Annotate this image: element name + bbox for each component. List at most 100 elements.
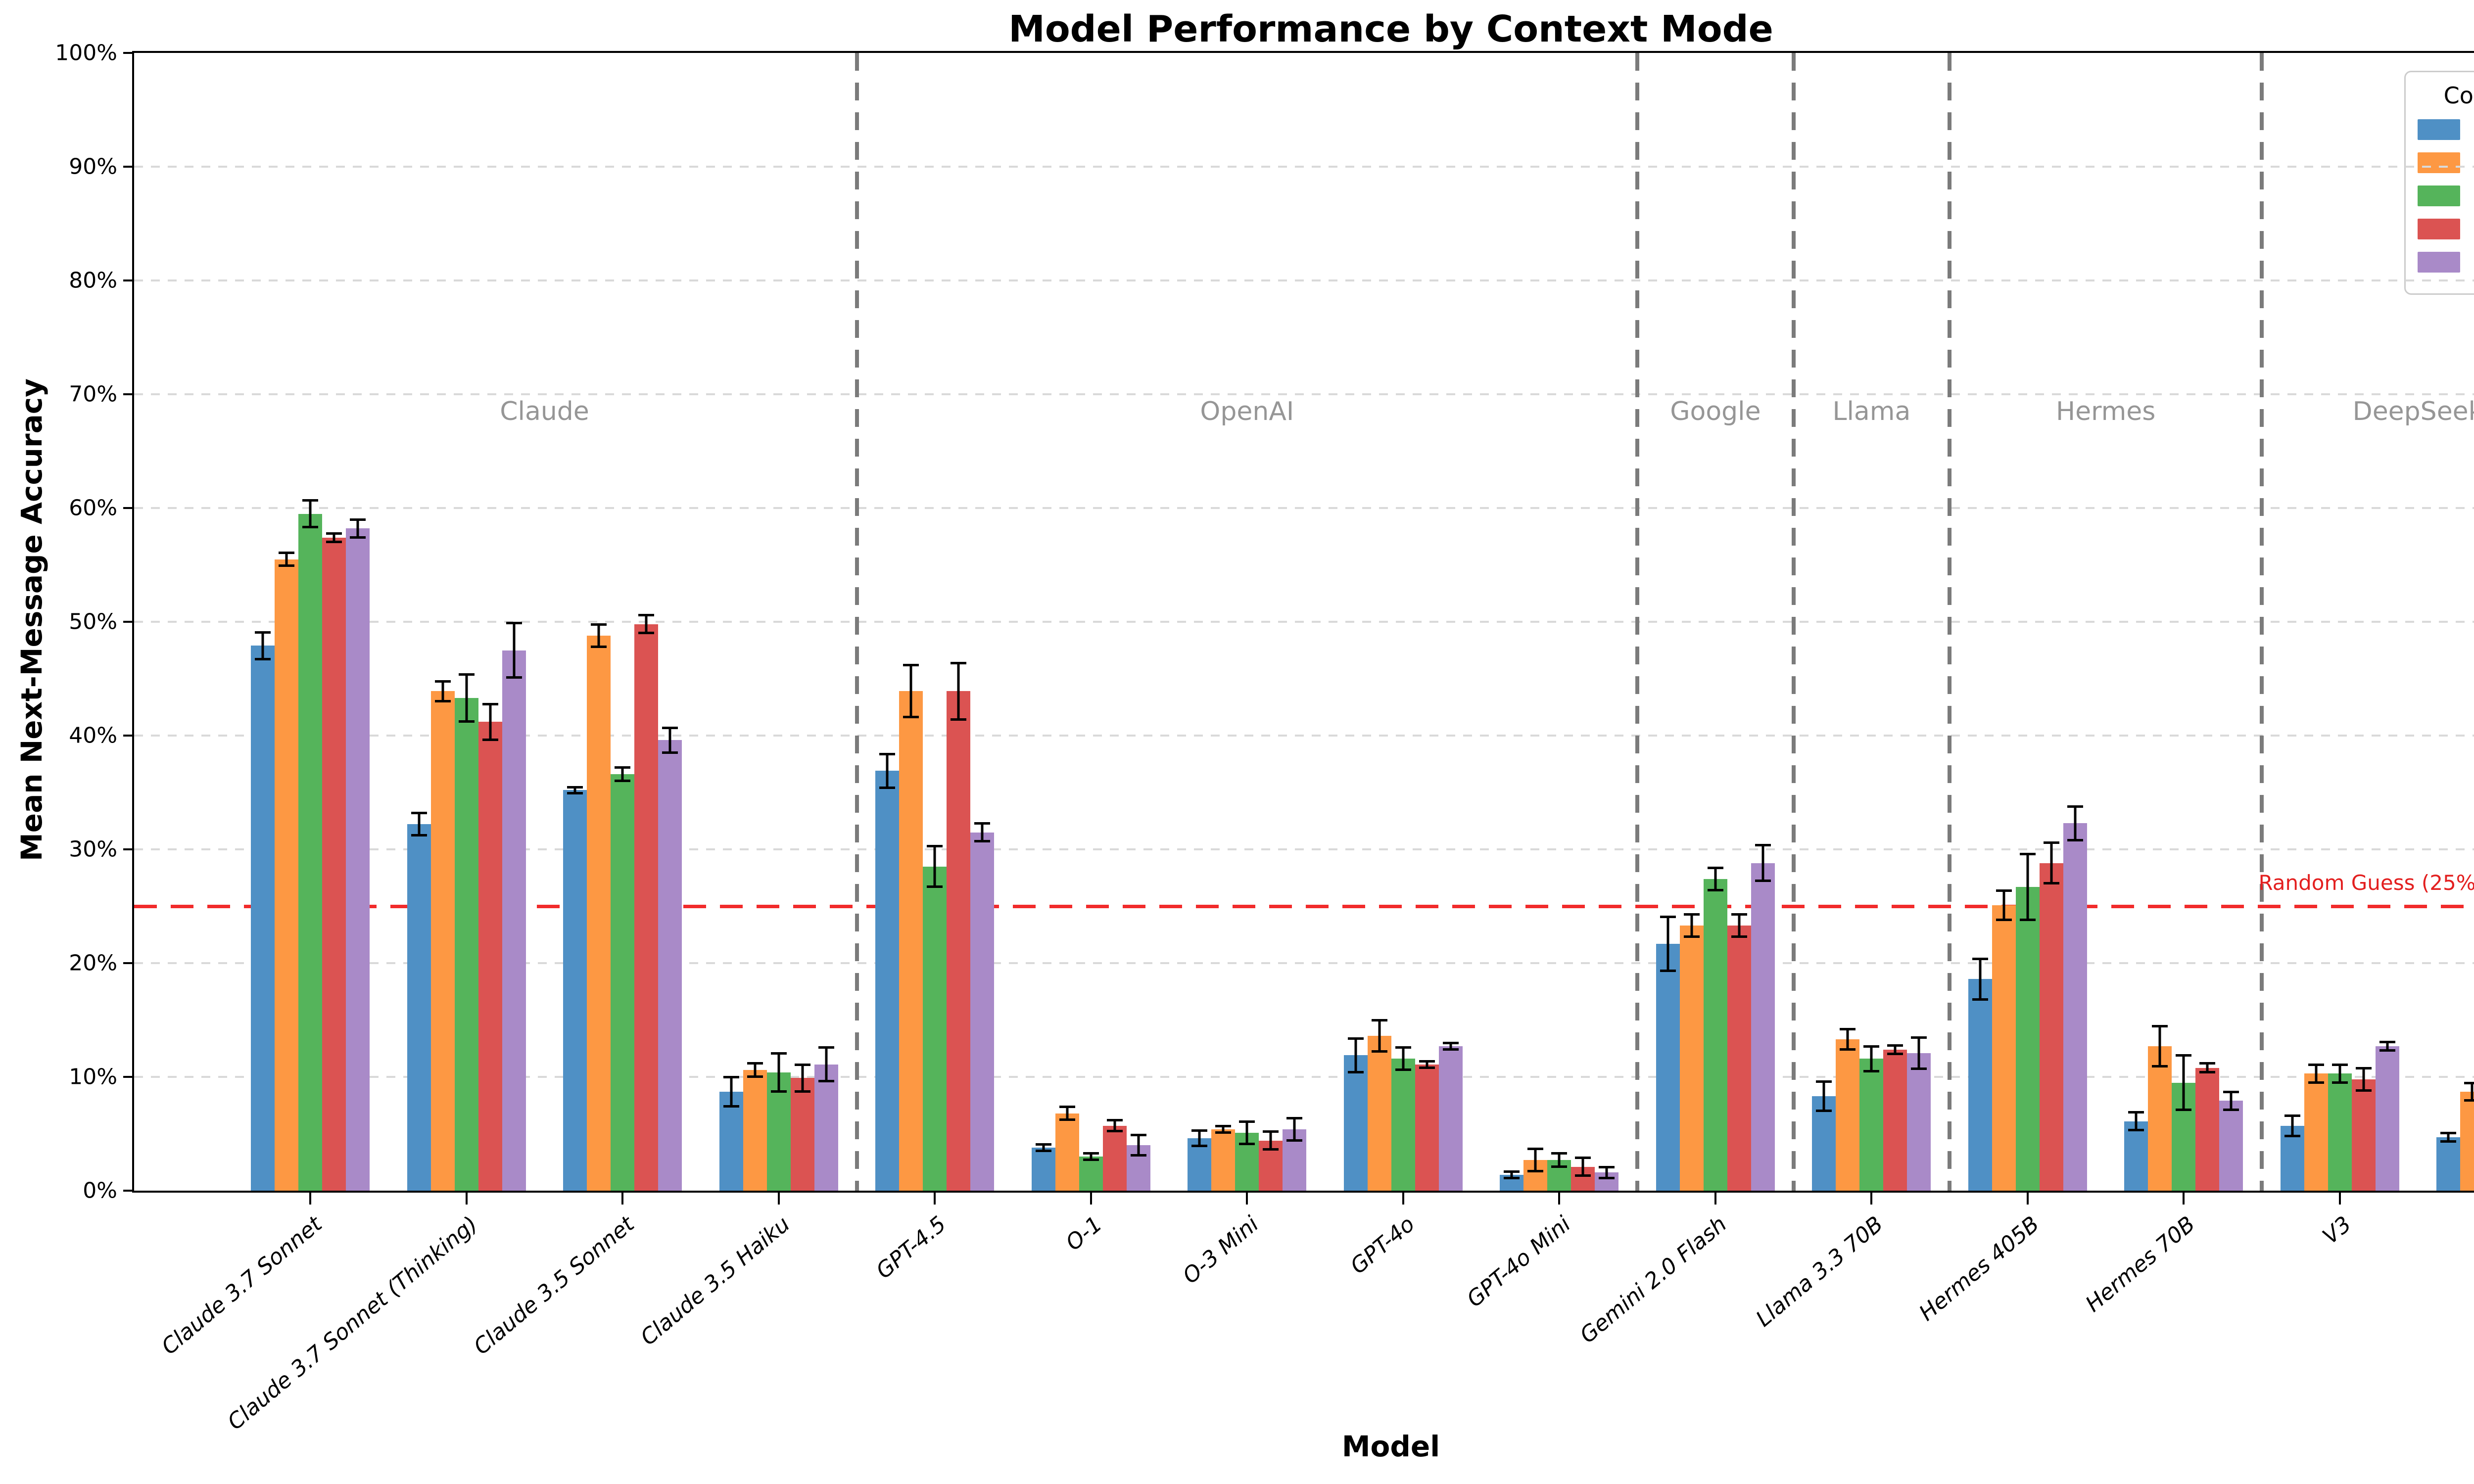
y-axis-tick <box>123 279 134 281</box>
error-bar <box>668 727 671 753</box>
y-tick-label: 30% <box>69 836 117 862</box>
error-bar-cap <box>2019 853 2036 856</box>
error-bar-cap <box>903 716 919 719</box>
section-label: OpenAI <box>1200 397 1294 426</box>
error-bar-cap <box>411 834 427 837</box>
error-bar-cap <box>1286 1139 1303 1142</box>
gridline <box>134 1076 2474 1078</box>
y-axis-tick <box>123 393 134 395</box>
error-bar-cap <box>255 657 271 660</box>
error-bar-cap <box>1371 1050 1387 1053</box>
y-tick-label: 50% <box>69 609 117 635</box>
error-bar <box>1917 1037 1920 1069</box>
error-bar-cap <box>1263 1130 1279 1133</box>
legend-color-swatch <box>2418 152 2461 173</box>
error-bar-cap <box>1083 1152 1099 1155</box>
error-bar-cap <box>1527 1169 1544 1172</box>
x-axis-tick <box>465 1193 468 1205</box>
error-bar-cap <box>1395 1068 1411 1071</box>
x-tick-label: Claude 3.7 Sonnet (Thinking) <box>223 1211 483 1435</box>
error-bar <box>886 753 889 788</box>
error-bar-cap <box>1239 1120 1255 1123</box>
bar <box>899 691 923 1191</box>
bar <box>1656 943 1680 1191</box>
section-label: Google <box>1670 397 1761 426</box>
error-bar <box>489 703 492 741</box>
error-bar <box>1426 1061 1428 1068</box>
legend-item: No Context <box>2418 117 2474 142</box>
x-tick-label: O-3 Mini <box>1178 1211 1264 1289</box>
bar <box>743 1070 767 1191</box>
bar <box>1055 1113 1079 1191</box>
x-axis-tick <box>1870 1193 1873 1205</box>
error-bar-cap <box>1504 1170 1520 1173</box>
x-axis-tick <box>934 1193 936 1205</box>
error-bar-cap <box>1035 1143 1051 1146</box>
x-axis-tick <box>621 1193 624 1205</box>
bar <box>1679 926 1704 1191</box>
y-axis-tick <box>123 1076 134 1078</box>
error-bar-cap <box>2308 1081 2324 1084</box>
error-bar-cap <box>1059 1118 1075 1121</box>
bar <box>2039 863 2063 1191</box>
error-bar-cap <box>2223 1090 2239 1093</box>
vendor-separator <box>1791 53 1796 1191</box>
error-bar-cap <box>2223 1108 2239 1111</box>
error-bar-cap <box>818 1046 834 1049</box>
error-bar-cap <box>1707 888 1723 891</box>
error-bar <box>1714 867 1717 890</box>
error-bar-cap <box>2355 1089 2372 1092</box>
error-bar-cap <box>1972 957 1988 960</box>
y-tick-label: 100% <box>55 40 117 66</box>
error-bar <box>933 846 936 887</box>
error-bar-cap <box>1816 1080 1832 1083</box>
error-bar-cap <box>770 1090 787 1093</box>
x-axis-tick <box>2183 1193 2185 1205</box>
error-bar-cap <box>1887 1044 1903 1047</box>
error-bar-cap <box>1911 1067 1927 1070</box>
error-bar <box>2074 806 2077 840</box>
error-bar-cap <box>1911 1036 1927 1039</box>
error-bar-cap <box>302 526 319 529</box>
error-bar <box>981 823 984 841</box>
error-bar <box>1534 1148 1537 1171</box>
error-bar-cap <box>2440 1140 2457 1143</box>
error-bar-cap <box>1575 1174 1591 1177</box>
error-bar <box>2158 1025 2161 1067</box>
random-guess-line <box>134 905 2474 908</box>
error-bar-cap <box>326 532 342 535</box>
legend-item: 100 Raw <box>2418 216 2474 241</box>
error-bar <box>309 500 312 528</box>
bar <box>2195 1067 2220 1191</box>
error-bar <box>2135 1112 2138 1131</box>
error-bar <box>1605 1166 1608 1178</box>
error-bar-cap <box>1347 1037 1364 1040</box>
y-tick-label: 60% <box>69 495 117 521</box>
x-tick-label: Claude 3.5 Haiku <box>636 1211 795 1351</box>
bar <box>430 691 455 1191</box>
section-label: Claude <box>500 397 589 426</box>
error-bar <box>513 623 516 678</box>
error-bar-cap <box>1059 1105 1075 1108</box>
vendor-separator <box>1948 53 1952 1191</box>
error-bar <box>1666 916 1669 972</box>
error-bar-cap <box>1130 1154 1146 1157</box>
error-bar-cap <box>1551 1152 1568 1155</box>
error-bar <box>418 813 421 836</box>
error-bar-cap <box>1527 1147 1544 1150</box>
x-axis-tick <box>1714 1193 1716 1205</box>
error-bar-cap <box>1755 880 1771 882</box>
x-axis-tick <box>1246 1193 1248 1205</box>
error-bar-cap <box>1599 1176 1615 1179</box>
error-bar-cap <box>2464 1099 2474 1102</box>
error-bar-cap <box>2355 1067 2372 1069</box>
error-bar-cap <box>1816 1110 1832 1112</box>
bar <box>1343 1055 1368 1191</box>
error-bar-cap <box>1215 1131 1232 1134</box>
error-bar <box>754 1063 757 1077</box>
x-tick-label: V3 <box>2318 1211 2356 1250</box>
section-label: Hermes <box>2056 397 2156 426</box>
y-tick-label: 80% <box>69 268 117 293</box>
error-bar-cap <box>1191 1145 1208 1148</box>
